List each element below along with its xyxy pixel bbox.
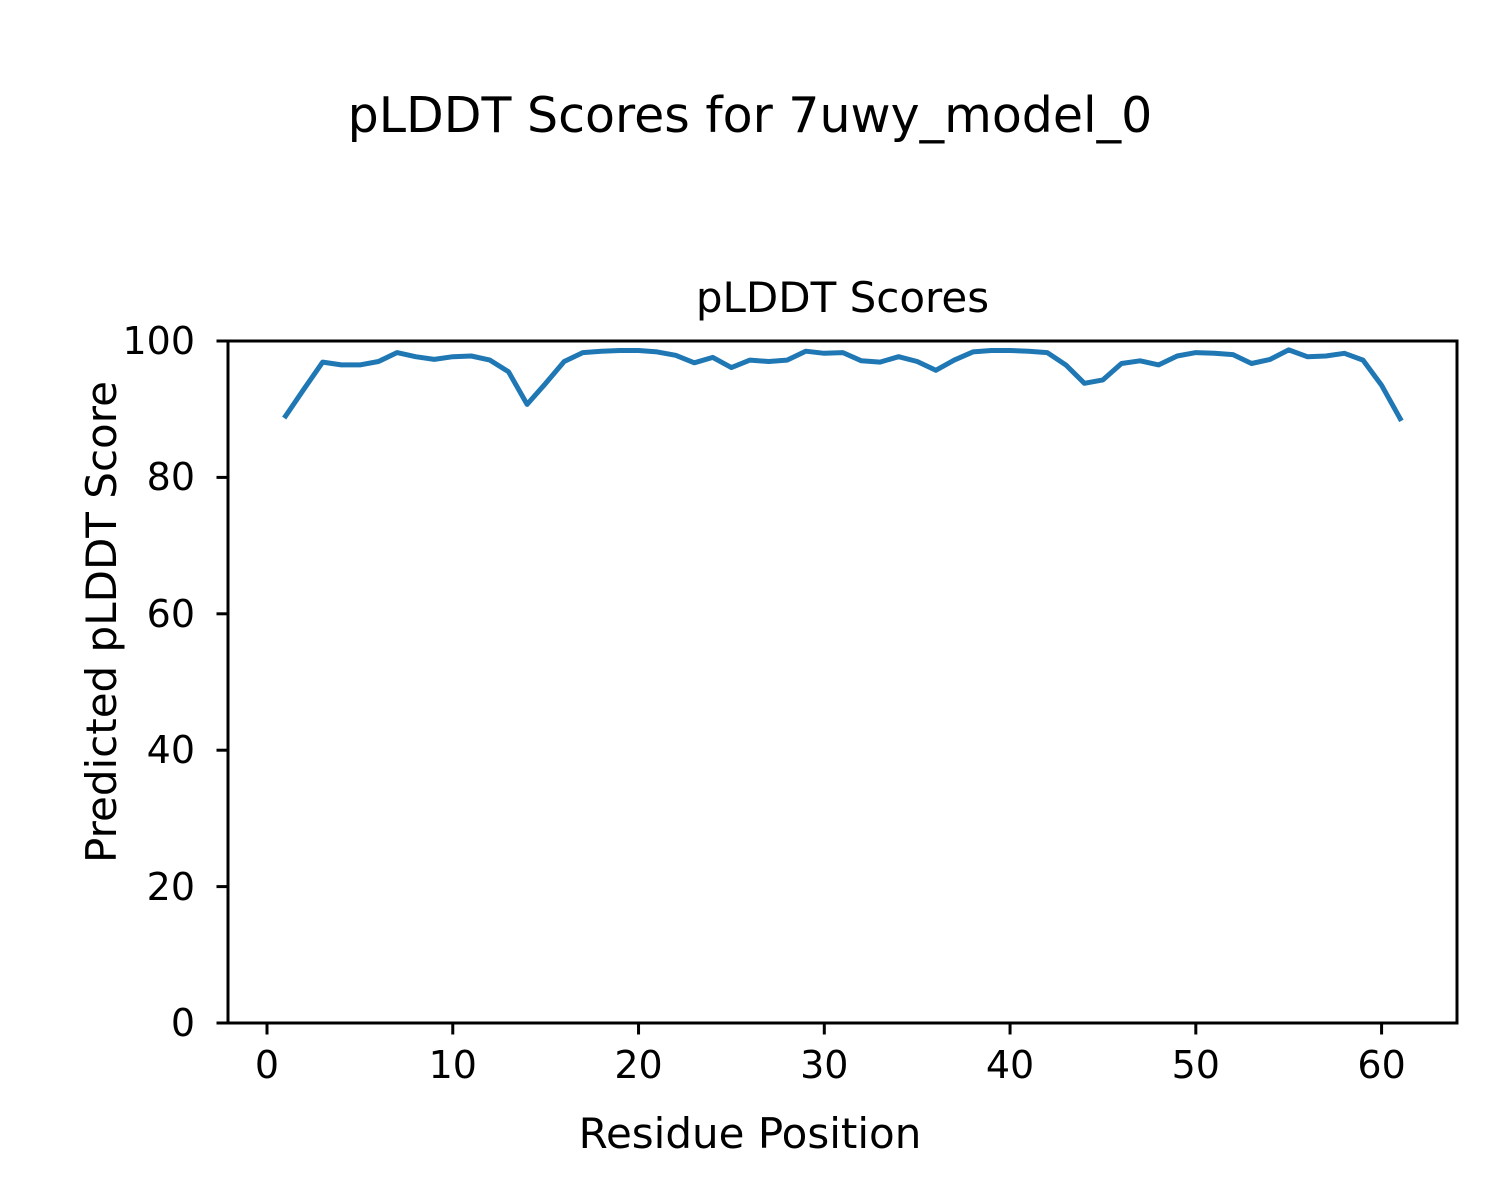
x-tick-label: 40: [985, 1043, 1035, 1087]
x-tick-marks: [265, 1024, 1384, 1035]
axes-spines: [226, 339, 1459, 1025]
x-tick-label: 0: [254, 1043, 280, 1087]
x-tick-label: 30: [800, 1043, 849, 1087]
y-tick-label: 80: [146, 455, 195, 500]
plddt-line: [282, 347, 1404, 423]
y-axis-label: Predicted pLDDT Score: [77, 381, 126, 863]
x-tick-label: 10: [428, 1043, 477, 1087]
x-tick-label: 50: [1171, 1043, 1220, 1087]
x-tick-label: 60: [1357, 1043, 1406, 1087]
y-tick-marks: [216, 339, 227, 1025]
figure-title: pLDDT Scores for 7uwy_model_0: [347, 87, 1153, 144]
x-axis-label: Residue Position: [578, 1109, 922, 1158]
x-tick-label: 20: [614, 1043, 663, 1087]
y-tick-label: 100: [122, 319, 195, 363]
y-tick-label: 40: [146, 728, 195, 773]
axes-title: pLDDT Scores: [695, 273, 990, 322]
y-tick-label: 60: [146, 591, 195, 636]
y-tick-label: 20: [146, 864, 195, 909]
plot-area: [216, 339, 1459, 1035]
y-tick-label: 0: [170, 1001, 195, 1045]
